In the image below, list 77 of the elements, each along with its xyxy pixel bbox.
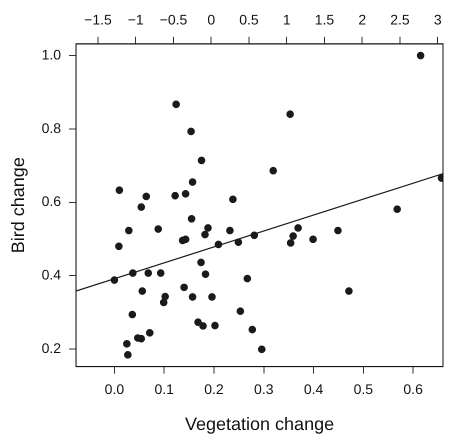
point — [214, 240, 222, 248]
point — [154, 225, 162, 233]
x-tick-label: 0.6 — [403, 380, 424, 397]
x-tick-label: 0.0 — [104, 380, 124, 397]
x2-tick-label: 2.5 — [390, 11, 410, 28]
point — [110, 276, 118, 284]
point — [182, 236, 190, 244]
point — [125, 226, 133, 234]
x2-tick-label: 0 — [207, 11, 216, 28]
point — [250, 231, 258, 240]
point — [226, 226, 234, 234]
x2-tick-label: 0.5 — [239, 11, 259, 28]
y-tick-label: 0.2 — [42, 340, 62, 356]
x2-tick-label: −0.5 — [160, 11, 188, 28]
point — [199, 322, 207, 330]
x2-tick-label: 3 — [434, 11, 442, 28]
y-tick-label: 0.8 — [42, 120, 62, 136]
point — [187, 128, 195, 136]
point — [124, 351, 132, 359]
point — [234, 238, 242, 246]
x2-tick-label: −1 — [128, 11, 144, 28]
point — [269, 166, 278, 175]
point — [128, 310, 136, 318]
point — [309, 236, 317, 244]
x-tick-label: 0.1 — [154, 380, 174, 397]
point — [194, 318, 202, 326]
point — [334, 226, 342, 234]
point — [188, 293, 196, 301]
point — [229, 196, 237, 204]
point — [116, 186, 124, 194]
point — [236, 307, 244, 316]
point — [198, 156, 206, 164]
x-tick-label: 0.3 — [254, 380, 274, 397]
point — [171, 192, 179, 200]
point — [182, 190, 190, 198]
point — [129, 269, 137, 277]
point — [115, 242, 123, 250]
point — [289, 232, 297, 240]
point — [211, 322, 219, 330]
point — [345, 287, 353, 295]
point — [144, 269, 152, 277]
point — [188, 178, 196, 186]
point — [197, 258, 205, 266]
y-tick-label: 1.0 — [42, 46, 62, 62]
x-tick-label: 0.4 — [304, 380, 324, 397]
point — [202, 270, 210, 278]
point — [138, 287, 146, 295]
point — [201, 230, 209, 238]
point — [204, 224, 212, 232]
y-tick-label: 0.6 — [42, 193, 62, 210]
y-axis-title: Bird change — [8, 157, 28, 254]
point — [286, 239, 294, 247]
point — [416, 52, 424, 60]
point — [208, 293, 216, 301]
point — [160, 298, 168, 306]
y-tick-label: 0.4 — [42, 266, 62, 282]
point — [393, 205, 401, 214]
x2-tick-label: −1.5 — [84, 11, 112, 28]
x2-tick-label: 1.5 — [314, 11, 334, 28]
x2-tick-label: 1 — [282, 11, 291, 28]
point — [258, 346, 266, 354]
point — [188, 214, 196, 223]
point — [286, 110, 294, 118]
point — [123, 340, 131, 348]
point — [146, 329, 154, 337]
x-tick-label: 0.5 — [354, 380, 374, 397]
x-axis-title: Vegetation change — [184, 414, 334, 434]
point — [172, 100, 180, 108]
x-tick-label: 0.2 — [204, 380, 224, 397]
point — [142, 192, 150, 200]
point — [180, 284, 188, 292]
point — [137, 203, 146, 211]
x2-tick-label: 2 — [358, 11, 366, 28]
point — [244, 274, 252, 282]
point — [248, 326, 256, 334]
point — [294, 224, 302, 232]
point — [156, 269, 164, 277]
